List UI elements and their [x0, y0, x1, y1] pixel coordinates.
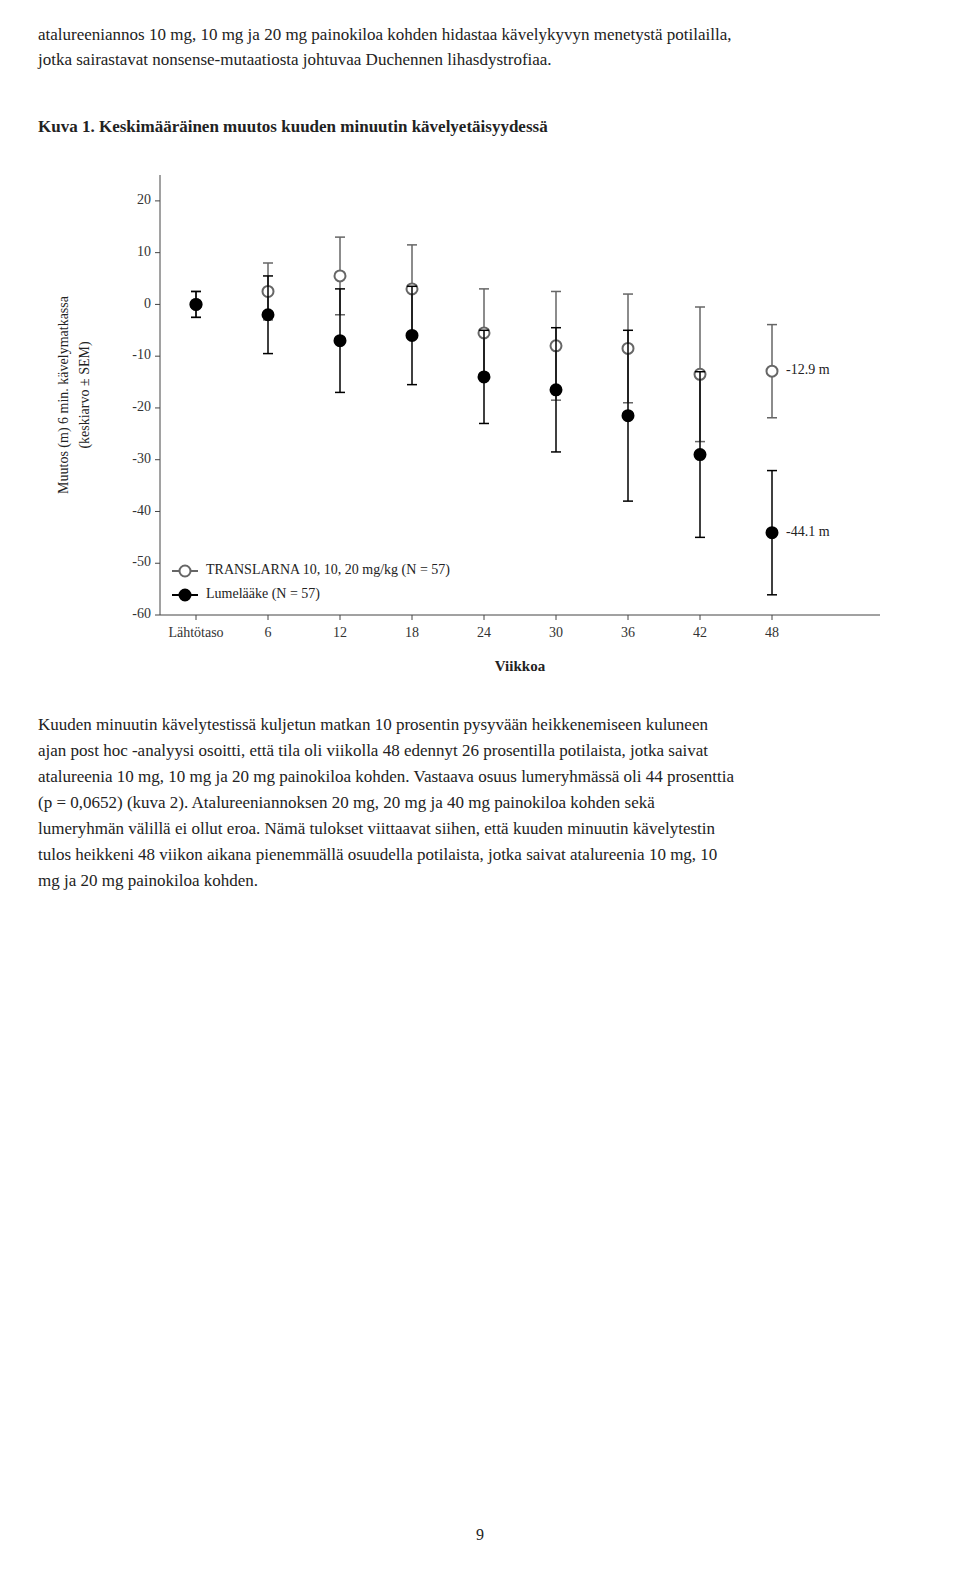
x-axis-label: Viikkoa — [495, 658, 546, 674]
x-tick — [556, 615, 557, 620]
y-tick-label: -30 — [132, 451, 151, 466]
error-bar — [623, 330, 633, 501]
error-bar — [191, 291, 201, 317]
data-point — [263, 309, 274, 320]
x-tick-label: 30 — [549, 625, 563, 640]
x-tick — [268, 615, 269, 620]
error-bar — [767, 471, 777, 595]
data-point — [623, 410, 634, 421]
error-bar — [551, 328, 561, 452]
annotation: -44.1 m — [786, 524, 830, 539]
page: atalureeniannos 10 mg, 10 mg ja 20 mg pa… — [0, 0, 960, 1571]
x-tick — [412, 615, 413, 620]
y-tick-label: -20 — [132, 399, 151, 414]
error-bar — [767, 325, 777, 418]
footer-text: Kuuden minuutin kävelytestissä kuljetun … — [38, 715, 735, 890]
x-tick — [196, 615, 197, 620]
x-tick-label: 36 — [621, 625, 635, 640]
x-tick — [340, 615, 341, 620]
error-bar — [263, 276, 273, 354]
series — [191, 237, 778, 441]
y-tick-label: -50 — [132, 554, 151, 569]
data-point — [767, 366, 778, 377]
x-tick — [700, 615, 701, 620]
y-axis-line — [160, 175, 161, 615]
legend-swatch — [180, 590, 191, 601]
background — [0, 0, 960, 1571]
error-bar — [191, 291, 201, 317]
data-point — [767, 527, 778, 538]
y-tick — [155, 200, 160, 201]
y-tick-label: 0 — [144, 296, 151, 311]
error-bar — [479, 330, 489, 423]
plot-area — [191, 237, 778, 595]
error-bar — [695, 372, 705, 538]
x-tick-label: 48 — [765, 625, 779, 640]
data-point — [551, 384, 562, 395]
x-tick-label: 42 — [693, 625, 707, 640]
legend-item: Lumelääke (N = 57) — [172, 586, 320, 602]
data-point — [407, 330, 418, 341]
legend-label: Lumelääke (N = 57) — [206, 586, 320, 602]
axes: 20 10 0 -10 -20 -30 -40 -50 -60 Lähtötaso 6 12 18 24 3… — [132, 175, 880, 640]
x-tick-label: 24 — [477, 625, 491, 640]
y-tick — [155, 459, 160, 460]
data-point — [695, 449, 706, 460]
y-tick-label: -40 — [132, 503, 151, 518]
legend-label: TRANSLARNA 10, 10, 20 mg/kg (N = 57) — [206, 562, 450, 578]
y-tick — [155, 407, 160, 408]
data-point — [191, 299, 202, 310]
x-tick-label: Lähtötaso — [168, 625, 223, 640]
annotation: -12.9 m — [786, 362, 830, 377]
page-number: 9 — [476, 1526, 484, 1543]
legend: TRANSLARNA 10, 10, 20 mg/kg (N = 57) Lume… — [172, 562, 450, 602]
y-tick — [155, 356, 160, 357]
data-point — [335, 335, 346, 346]
y-tick — [155, 615, 160, 616]
x-tick — [772, 615, 773, 620]
y-tick-label: -60 — [132, 606, 151, 621]
error-bar — [407, 286, 417, 384]
data-point — [335, 270, 346, 281]
x-tick — [484, 615, 485, 620]
y-tick — [155, 511, 160, 512]
series — [191, 276, 778, 595]
data-point — [479, 371, 490, 382]
error-bar — [335, 289, 345, 393]
x-tick-label: 6 — [265, 625, 272, 640]
y-tick — [155, 252, 160, 253]
legend-item: TRANSLARNA 10, 10, 20 mg/kg (N = 57) — [172, 562, 450, 578]
data-point — [191, 299, 202, 310]
x-tick-label: 18 — [405, 625, 419, 640]
y-axis-label: Muutos (m) 6 min. kävelymatkassa(keskiar… — [56, 295, 93, 494]
y-tick-label: 20 — [137, 192, 151, 207]
y-tick-label: 10 — [137, 244, 151, 259]
y-tick — [155, 563, 160, 564]
y-tick-label: -10 — [132, 347, 151, 362]
legend-swatch — [180, 566, 191, 577]
chart-title: Kuva 1. Keskimääräinen muutos kuuden min… — [38, 117, 548, 136]
y-tick — [155, 304, 160, 305]
x-tick-label: 12 — [333, 625, 347, 640]
header-text: atalureeniannos 10 mg, 10 mg ja 20 mg pa… — [37, 25, 732, 69]
x-tick — [628, 615, 629, 620]
